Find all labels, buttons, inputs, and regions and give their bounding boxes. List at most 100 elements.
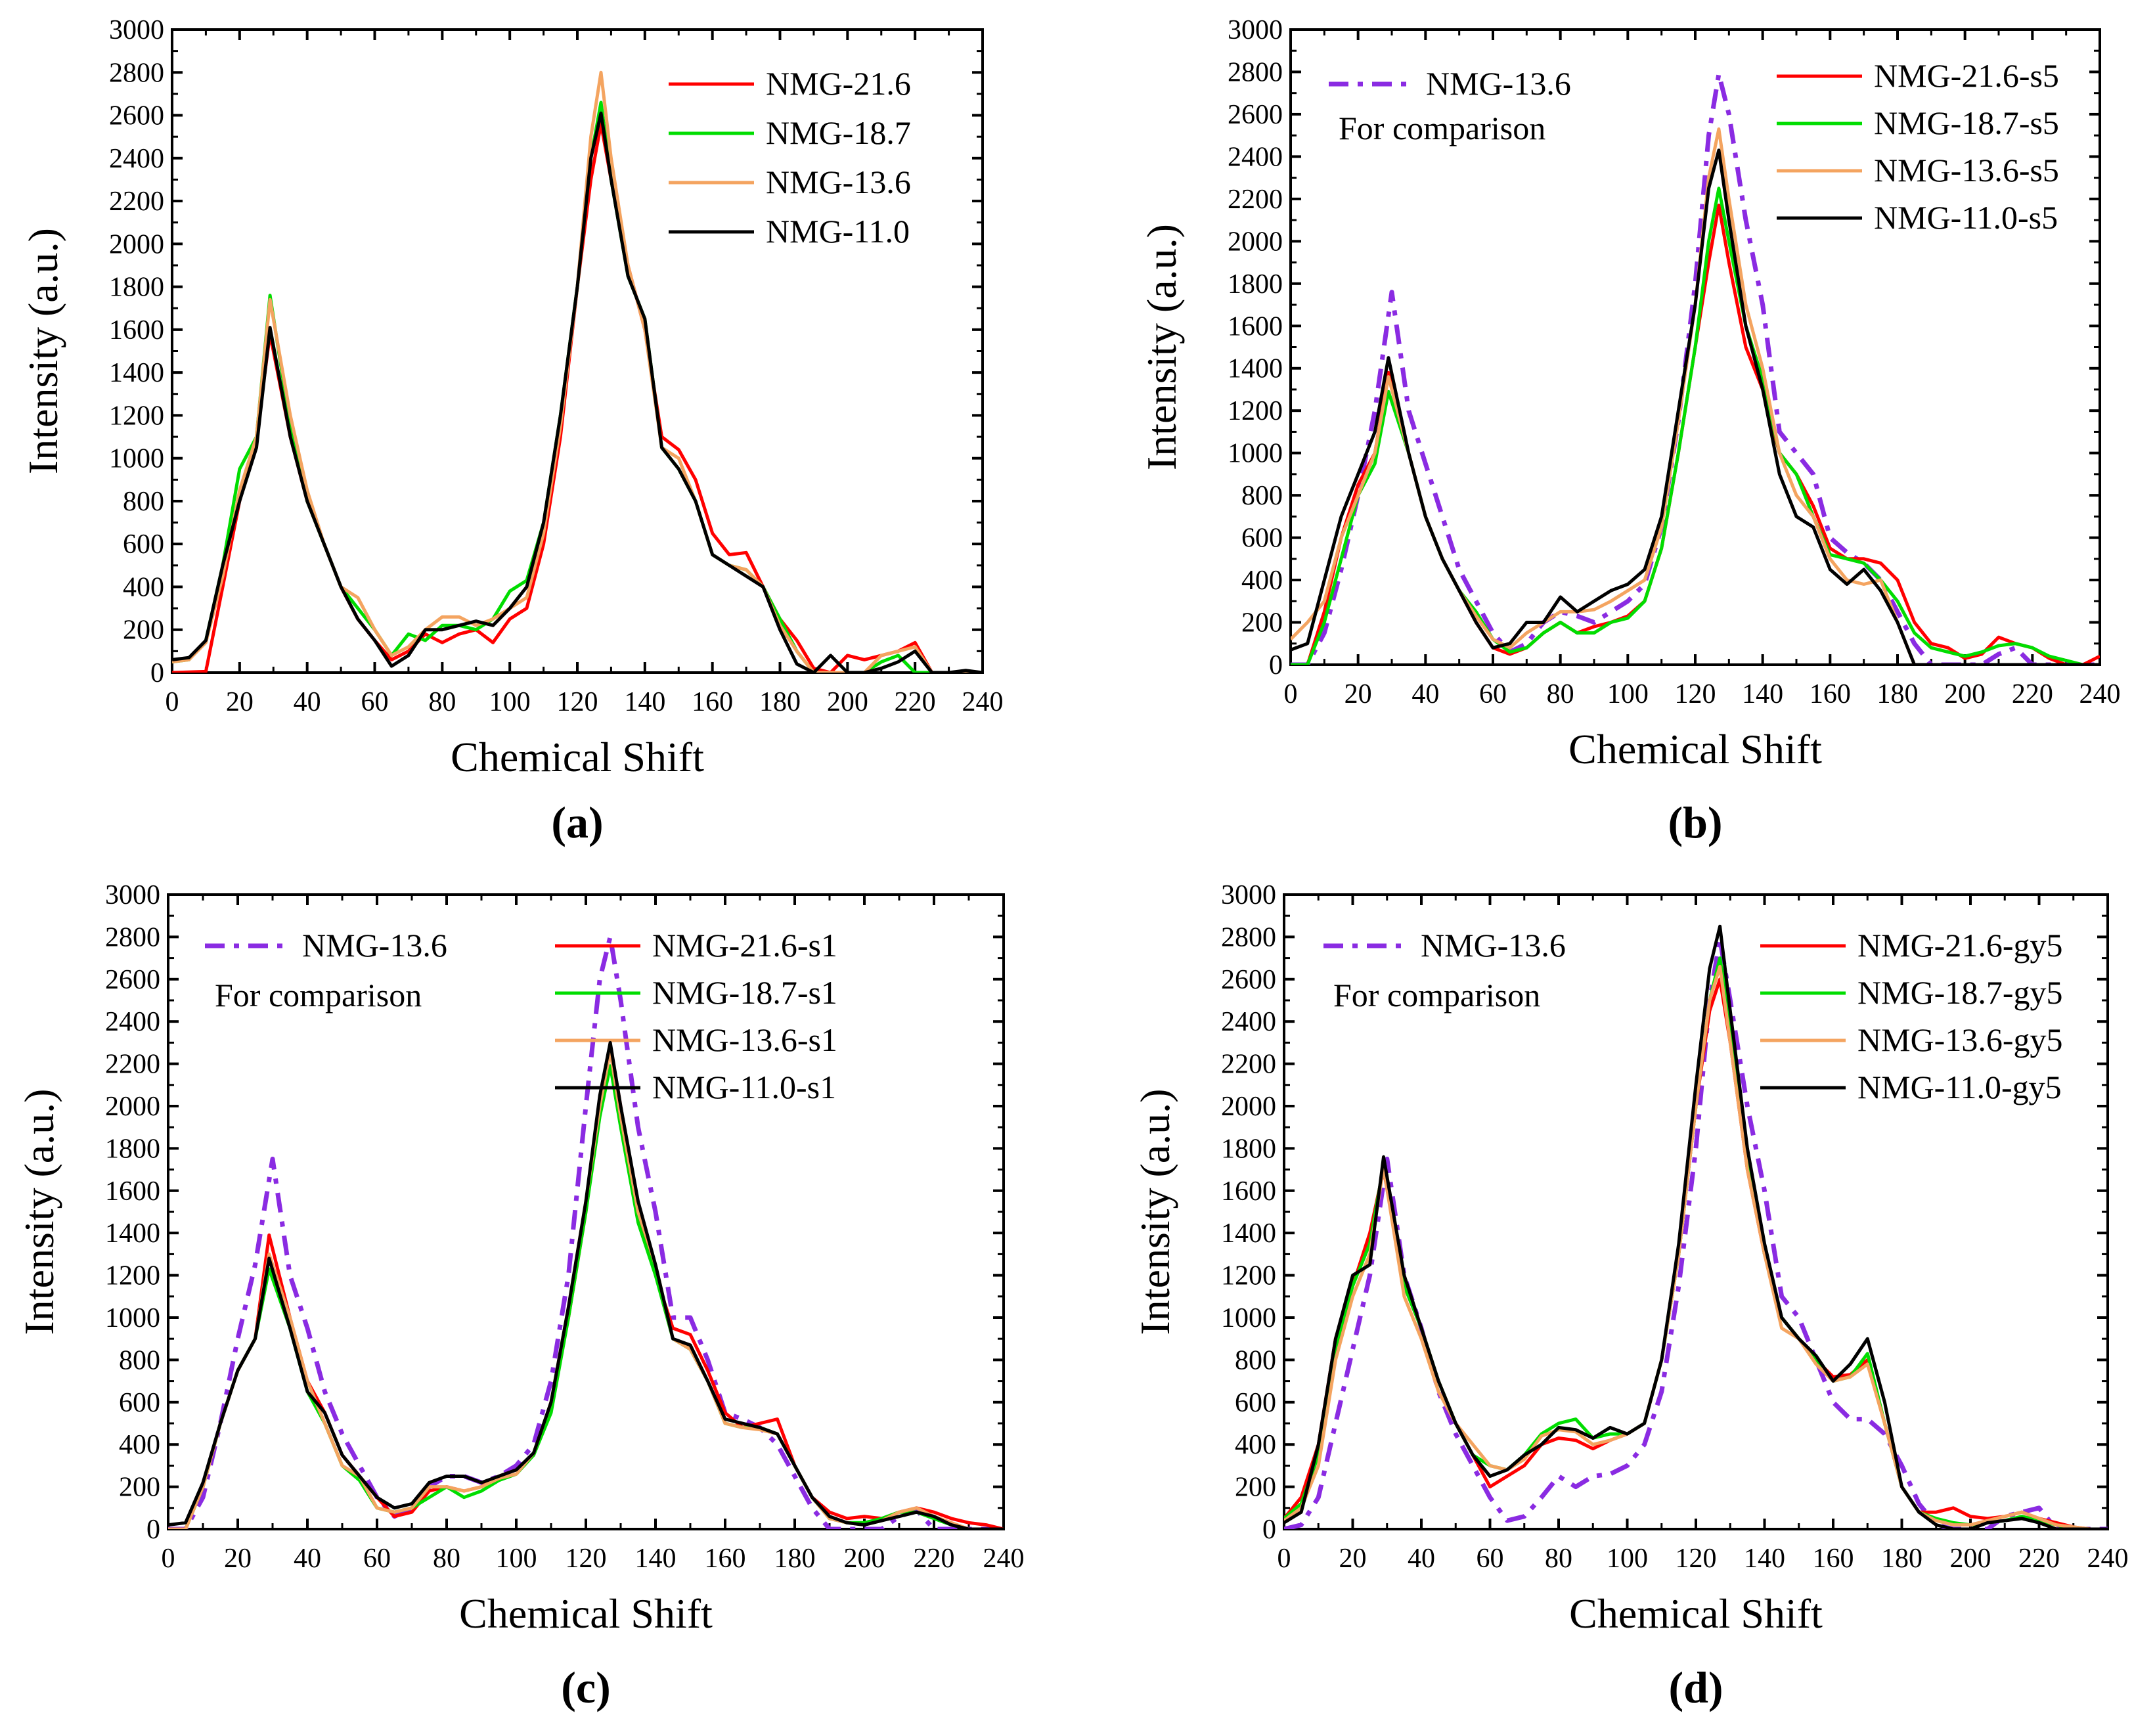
y-tick-label: 600 <box>1235 1388 1276 1418</box>
y-tick-label: 2200 <box>1221 1050 1276 1080</box>
series-line-NMG-13.6-gy5 <box>1284 965 2108 1529</box>
y-tick-label: 200 <box>1241 608 1283 638</box>
x-tick-label: 140 <box>1744 1544 1785 1574</box>
legend-label: NMG-13.6 <box>302 927 447 964</box>
x-tick-label: 160 <box>692 687 733 717</box>
y-tick-label: 2000 <box>105 1092 160 1122</box>
y-tick-label: 400 <box>1241 566 1283 596</box>
x-tick-label: 120 <box>1676 1544 1717 1574</box>
x-tick-label: 80 <box>433 1544 460 1574</box>
series-line-NMG-21.6-gy5 <box>1284 977 2108 1529</box>
x-tick-label: 100 <box>489 687 531 717</box>
x-tick-label: 40 <box>1411 679 1439 709</box>
y-tick-label: 200 <box>123 615 164 646</box>
legend-label: NMG-18.7-gy5 <box>1857 974 2062 1011</box>
legend-label: NMG-13.6 <box>1426 65 1571 102</box>
x-tick-label: 100 <box>1607 1544 1648 1574</box>
annotation-text: For comparison <box>1339 110 1545 146</box>
x-tick-label: 120 <box>557 687 598 717</box>
y-tick-label: 3000 <box>1221 880 1276 910</box>
panel-label: (a) <box>551 797 603 847</box>
panel-label: (b) <box>1668 797 1722 847</box>
y-tick-label: 0 <box>146 1515 160 1545</box>
y-tick-label: 1400 <box>105 1218 160 1249</box>
x-tick-label: 240 <box>2079 679 2121 709</box>
y-tick-label: 400 <box>1235 1430 1276 1460</box>
y-tick-label: 1600 <box>1228 311 1283 342</box>
y-tick-label: 2800 <box>1221 922 1276 952</box>
y-tick-label: 0 <box>1269 650 1283 680</box>
x-tick-label: 60 <box>361 687 389 717</box>
y-tick-label: 1600 <box>1221 1176 1276 1207</box>
x-tick-label: 140 <box>635 1544 677 1574</box>
y-tick-label: 2400 <box>1221 1007 1276 1037</box>
y-axis-title: Intensity (a.u.) <box>1132 1089 1178 1335</box>
x-tick-label: 120 <box>566 1544 607 1574</box>
legend-label: NMG-13.6-gy5 <box>1857 1021 2062 1058</box>
chart-panel-1: 0 20 40 60 80 100 120 140 160 180 200 220 2400200400… <box>1138 15 2121 847</box>
legend-label: NMG-11.0-s5 <box>1874 199 2058 236</box>
x-tick-label: 240 <box>2087 1544 2129 1574</box>
y-tick-label: 2000 <box>1221 1092 1276 1122</box>
y-tick-label: 3000 <box>109 15 164 45</box>
y-tick-label: 400 <box>119 1430 160 1460</box>
x-tick-label: 240 <box>983 1544 1025 1574</box>
chart-panel-3: 0 20 40 60 80 100 120 140 160 180 200 220 2400200400… <box>1132 880 2129 1712</box>
x-tick-label: 160 <box>1813 1544 1854 1574</box>
legend-label: NMG-18.7-s1 <box>652 974 837 1011</box>
y-tick-label: 1200 <box>105 1261 160 1291</box>
x-tick-label: 160 <box>705 1544 746 1574</box>
series-line-NMG-11.0-gy5 <box>1284 924 2108 1529</box>
legend-label: NMG-21.6-s1 <box>652 927 837 964</box>
x-tick-label: 180 <box>1877 679 1919 709</box>
y-tick-label: 1000 <box>1228 439 1283 469</box>
y-tick-label: 1200 <box>1221 1261 1276 1291</box>
x-tick-label: 0 <box>1277 1544 1291 1574</box>
y-tick-label: 3000 <box>1228 15 1283 45</box>
y-tick-label: 800 <box>1235 1345 1276 1375</box>
x-tick-label: 140 <box>624 687 665 717</box>
y-tick-label: 600 <box>1241 523 1283 554</box>
y-tick-label: 0 <box>150 658 164 688</box>
annotation-text: For comparison <box>1333 977 1540 1013</box>
x-tick-label: 20 <box>226 687 254 717</box>
chart-panel-0: 0 20 40 60 80 100 120 140 160 180 200 220 2400200400… <box>20 15 1004 847</box>
series-line-NMG-21.6 <box>172 122 983 673</box>
y-tick-label: 1600 <box>109 315 164 345</box>
series-line-NMG-13.6 <box>172 70 983 673</box>
y-tick-label: 1200 <box>1228 396 1283 426</box>
series-line-NMG-11.0 <box>172 111 983 673</box>
x-tick-label: 240 <box>962 687 1004 717</box>
x-tick-label: 220 <box>2012 679 2053 709</box>
x-tick-label: 0 <box>1284 679 1298 709</box>
annotation-text: For comparison <box>215 977 422 1013</box>
y-axis-title: Intensity (a.u.) <box>20 228 66 474</box>
y-tick-label: 2200 <box>105 1050 160 1080</box>
x-axis-title: Chemical Shift <box>1568 726 1822 772</box>
x-tick-label: 220 <box>895 687 936 717</box>
x-tick-label: 60 <box>1479 679 1507 709</box>
x-tick-label: 20 <box>1344 679 1372 709</box>
x-tick-label: 180 <box>1881 1544 1922 1574</box>
x-tick-label: 200 <box>827 687 868 717</box>
x-tick-label: 200 <box>1944 679 1986 709</box>
x-tick-label: 140 <box>1742 679 1783 709</box>
y-tick-label: 2400 <box>109 144 164 174</box>
y-tick-label: 2000 <box>1228 227 1283 257</box>
y-tick-label: 400 <box>123 572 164 602</box>
y-tick-label: 2600 <box>105 965 160 995</box>
y-tick-label: 600 <box>119 1388 160 1418</box>
panel-label: (d) <box>1668 1662 1723 1712</box>
x-tick-label: 220 <box>914 1544 955 1574</box>
legend-label: NMG-13.6 <box>1421 927 1566 964</box>
y-tick-label: 2400 <box>1228 142 1283 172</box>
x-tick-label: 0 <box>162 1544 175 1574</box>
y-tick-label: 1800 <box>105 1134 160 1164</box>
y-tick-label: 1400 <box>109 358 164 388</box>
legend-label: NMG-18.7-s5 <box>1874 104 2059 141</box>
y-tick-label: 200 <box>1235 1473 1276 1503</box>
x-tick-label: 220 <box>2018 1544 2060 1574</box>
y-tick-label: 2200 <box>1228 185 1283 215</box>
legend-label: NMG-13.6-s1 <box>652 1021 837 1058</box>
y-tick-label: 2600 <box>109 101 164 131</box>
